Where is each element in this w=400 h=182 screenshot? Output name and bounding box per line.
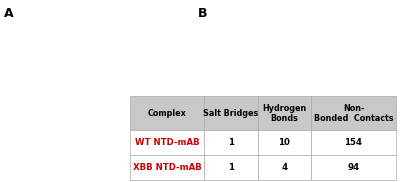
Text: B: B [198,7,208,20]
Text: A: A [4,7,14,20]
